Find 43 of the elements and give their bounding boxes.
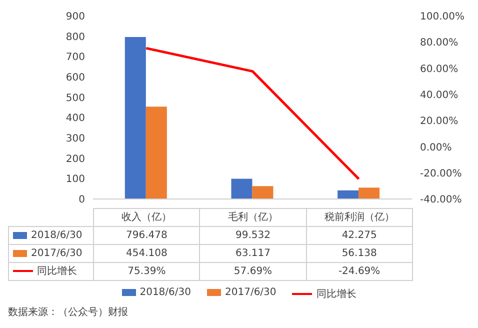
y-tick-label: 900 [66, 12, 85, 23]
data-label: 75.39% [94, 262, 200, 280]
data-label: 42.275 [306, 226, 412, 244]
data-label: 63.117 [200, 244, 306, 262]
bar [146, 106, 167, 199]
y-tick-label: 600 [66, 72, 85, 84]
y-tick-label: 700 [66, 52, 85, 64]
bar [231, 178, 252, 199]
data-label: 56.138 [306, 244, 412, 262]
y-tick-label: 300 [66, 134, 85, 145]
data-label: 99.532 [200, 226, 306, 244]
text: 2018/6/30 [140, 287, 191, 298]
legend-label: 2017/6/30 [8, 244, 94, 262]
y-tick-label: 800 [66, 32, 85, 43]
legend-label: 2018/6/30 [8, 226, 94, 244]
y-tick-label: 500 [66, 92, 85, 104]
y-tick-label: 200 [66, 154, 85, 165]
x-tick-label: 收入（亿） [94, 208, 200, 226]
bar [338, 190, 359, 199]
y2-tick-label: 20.00% [420, 116, 458, 128]
y-tick-label: 400 [66, 113, 85, 124]
bar [252, 186, 274, 199]
y2-tick-label: -40.00% [420, 194, 462, 206]
y2-tick-label: 0.00% [420, 142, 452, 154]
x-tick-label: 税前利润（亿） [306, 208, 412, 226]
text: 2017/6/30 [225, 287, 276, 298]
x-tick-label: 毛利（亿） [200, 208, 306, 226]
data-label: 57.69% [200, 262, 306, 280]
bar [124, 37, 146, 199]
y-tick-label: 100 [66, 174, 85, 186]
text: 同比增长 [37, 266, 77, 277]
data-label: -24.69% [306, 262, 412, 280]
source-note: 数据来源：（公众号）财报 [8, 306, 129, 319]
data-label: 796.478 [94, 226, 200, 244]
y2-tick-label: 100.00% [420, 12, 464, 23]
bar [358, 188, 380, 199]
legend-label: 同比增长 [315, 288, 356, 301]
y-tick-label: 0 [78, 194, 85, 206]
y2-tick-label: 60.00% [420, 64, 458, 75]
y2-tick-label: 40.00% [420, 90, 458, 101]
y2-tick-label: -20.00% [420, 168, 462, 180]
y2-tick-label: 80.00% [420, 38, 458, 49]
data-label: 454.108 [94, 244, 200, 262]
